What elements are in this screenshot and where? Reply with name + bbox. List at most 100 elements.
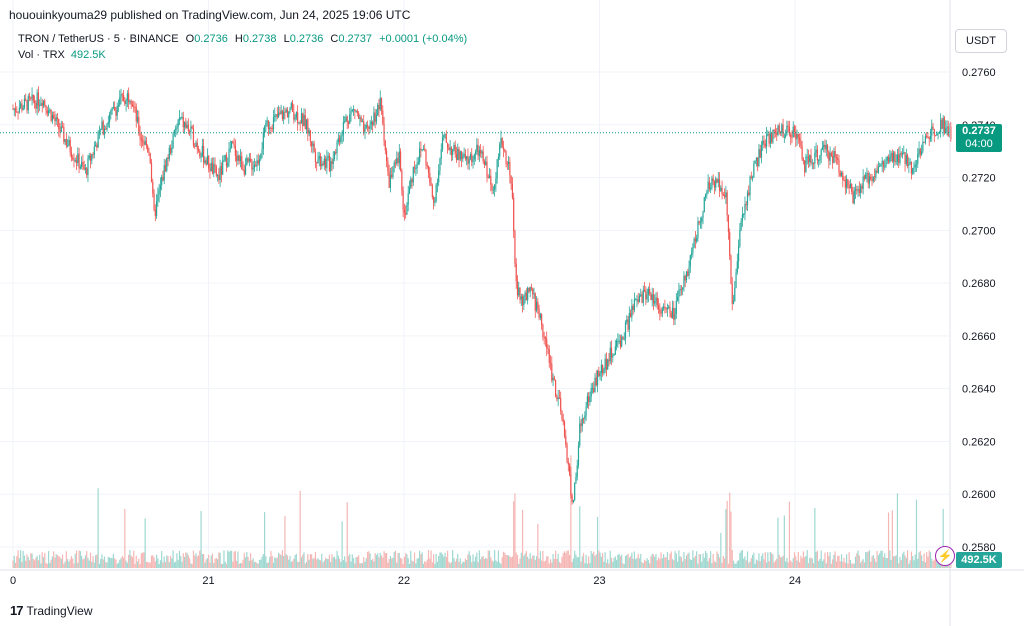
candle-body [588, 396, 590, 403]
volume-bar [919, 551, 921, 568]
volume-bar [748, 562, 750, 568]
volume-bar [139, 563, 141, 568]
volume-bar [227, 550, 229, 568]
volume-bar [27, 557, 29, 568]
candle-body [469, 154, 472, 159]
candle-body [582, 418, 585, 420]
candle-body [846, 179, 848, 188]
volume-bar [153, 557, 155, 568]
candle-body [279, 112, 281, 115]
candle-body [834, 151, 836, 158]
candle-body [426, 164, 428, 167]
candle-body [322, 163, 324, 165]
candle-body [608, 359, 610, 362]
candle-body [774, 130, 777, 134]
candle-body [515, 263, 517, 282]
candle-body [457, 148, 459, 160]
symbol-title[interactable]: TRON / TetherUS · 5 · BINANCE [18, 33, 179, 45]
x-tick-label: 21 [202, 575, 214, 587]
volume-bar [344, 556, 346, 568]
volume-bar [369, 553, 371, 568]
volume-bar [758, 553, 760, 568]
volume-bar [593, 551, 595, 568]
volume-bar [180, 555, 182, 568]
volume-bar [453, 558, 455, 568]
volume-bar [222, 563, 224, 568]
candle-body [501, 138, 503, 148]
volume-bar [37, 560, 40, 568]
candle-body [777, 125, 779, 135]
volume-bar [932, 561, 934, 568]
candle-body [361, 121, 364, 123]
volume-bar [492, 561, 494, 568]
volume-bar [481, 556, 483, 568]
volume-bar [543, 561, 545, 568]
candle-body [842, 172, 844, 181]
volume-bar [143, 552, 145, 568]
volume-bar [232, 561, 234, 568]
candle-body [462, 155, 464, 160]
candle-body [596, 370, 599, 386]
volume-bar [45, 562, 47, 568]
volume-label[interactable]: Vol · TRX [18, 49, 65, 61]
volume-bar [688, 552, 690, 568]
lightning-icon[interactable]: ⚡ [935, 546, 955, 566]
volume-bar [305, 561, 308, 568]
candle-body [100, 129, 102, 131]
volume-bar [669, 553, 671, 568]
candle-body [907, 155, 909, 166]
volume-bar [40, 563, 42, 568]
volume-bar [365, 558, 367, 568]
volume-bar [342, 560, 344, 568]
candle-body [458, 148, 460, 160]
volume-bar [557, 553, 559, 568]
volume-bar [358, 555, 360, 568]
candle-body [45, 105, 47, 111]
volume-bar [933, 559, 935, 568]
candle-body [534, 293, 536, 311]
volume-bar [330, 562, 332, 568]
candle-body [177, 119, 179, 127]
time-axis[interactable]: 0 21 22 23 24 [0, 569, 1024, 587]
candle-body [896, 154, 899, 162]
candle-body [392, 166, 394, 178]
candle-body [809, 155, 811, 163]
volume-bar [308, 559, 310, 568]
candle-body [659, 309, 661, 314]
candle-body [219, 166, 221, 181]
candle-body [317, 159, 319, 164]
currency-unit-button[interactable]: USDT [955, 29, 1007, 53]
candle-body [399, 151, 402, 171]
close-value: 0.2737 [338, 33, 373, 45]
volume-bar [571, 561, 573, 568]
candle-body [114, 107, 116, 111]
candle-body [941, 119, 943, 129]
volume-bar [67, 559, 69, 568]
candle-body [260, 154, 262, 160]
volume-bar [885, 558, 887, 568]
candle-body [937, 133, 939, 135]
candle-body [115, 110, 117, 116]
price-axis[interactable]: 0.27600.27400.27200.27000.26800.26600.26… [949, 0, 996, 626]
candle-body [16, 111, 18, 113]
volume-bar [548, 563, 550, 568]
candle-body [365, 125, 367, 128]
candle-body [224, 155, 226, 161]
candle-body [102, 121, 104, 135]
candle-body [674, 313, 676, 320]
volume-bar [280, 555, 282, 568]
volume-bar [182, 553, 184, 568]
candle-body [401, 170, 403, 191]
volume-bar [763, 559, 765, 568]
candle-body [434, 200, 436, 203]
candle-body [232, 141, 234, 144]
volume-bar [201, 554, 203, 568]
volume-bar [820, 550, 822, 568]
candle-body [524, 292, 526, 296]
volume-bar [340, 561, 342, 568]
volume-bar [896, 493, 899, 568]
candle-body [502, 147, 505, 150]
candle-body [633, 299, 635, 310]
candle-body [86, 168, 88, 176]
